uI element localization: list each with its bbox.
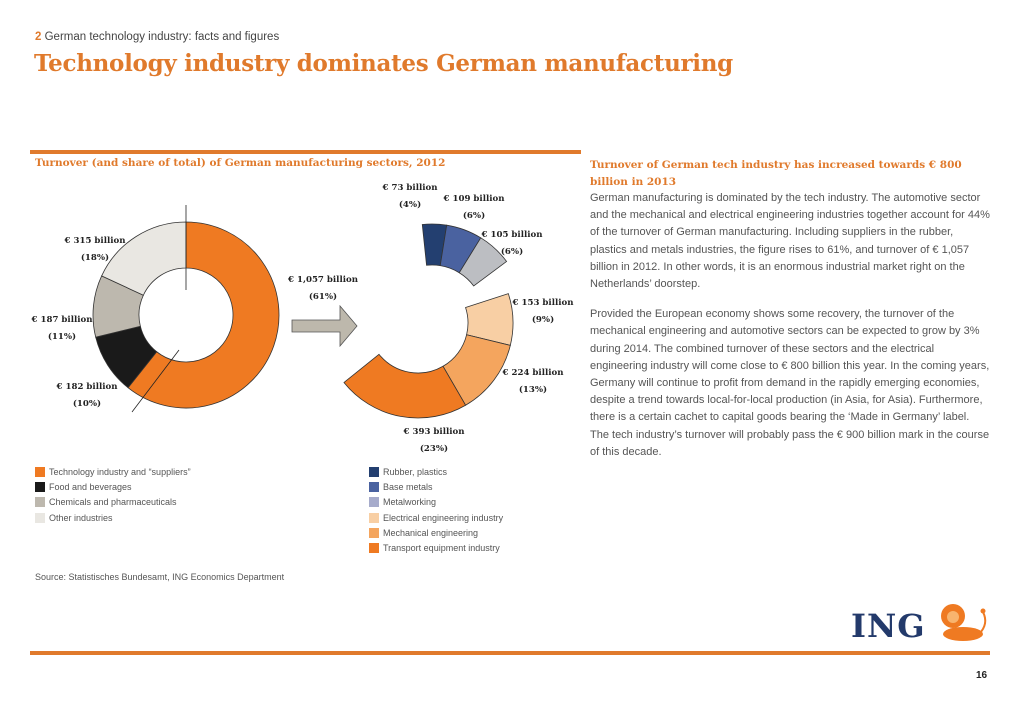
label-mechanical: € 224 billion (13%) [502, 368, 564, 395]
donut-charts [92, 205, 514, 419]
label-rubber: € 73 billion (4%) [382, 183, 438, 210]
section-label: 2 German technology industry: facts and … [35, 31, 279, 43]
leader-line-bottom [131, 349, 180, 413]
ing-logo: ING [851, 607, 926, 645]
legend-item: Technology industry and “suppliers” [35, 464, 191, 479]
slice-technology-industry-and-suppliers [127, 221, 280, 409]
legend-item: Mechanical engineering [369, 525, 503, 540]
donut-chart-total [92, 221, 280, 409]
article-body: German manufacturing is dominated by the… [590, 190, 990, 474]
legend-item: Chemicals and pharmaceuticals [35, 495, 191, 510]
label-metalworking: € 105 billion (6%) [481, 230, 543, 257]
article-heading: Turnover of German tech industry has inc… [590, 159, 962, 188]
section-number: 2 [35, 31, 42, 43]
paragraph: German manufacturing is dominated by the… [590, 192, 990, 291]
label-other: € 315 billion (18%) [64, 236, 126, 263]
legend-item: Electrical engineering industry [369, 510, 503, 525]
arrow-icon [291, 304, 358, 348]
chart-title: Turnover (and share of total) of German … [35, 157, 446, 169]
section-title: German technology industry: facts and fi… [44, 31, 280, 43]
footer-divider [30, 651, 990, 655]
label-tech: € 1,057 billion (61%) [288, 275, 358, 302]
legend-item: Food and beverages [35, 479, 191, 494]
donut-chart-breakdown [343, 223, 514, 419]
legend-item: Transport equipment industry [369, 540, 503, 555]
legend-item: Base metals [369, 479, 503, 494]
paragraph: Provided the European economy shows some… [590, 308, 990, 458]
label-transport: € 393 billion (23%) [403, 427, 465, 454]
page-title: Technology industry dominates German man… [34, 50, 733, 77]
source-note: Source: Statistisches Bundesamt, ING Eco… [35, 572, 285, 582]
label-electrical: € 153 billion (9%) [512, 298, 574, 325]
label-chemicals: € 187 billion (11%) [31, 315, 93, 342]
legend-item: Metalworking [369, 495, 503, 510]
slice-metalworking [458, 237, 508, 287]
slice-transport-equipment-industry [343, 353, 467, 419]
section-divider [30, 150, 581, 154]
legend-item: Other industries [35, 510, 191, 525]
legend-right: Rubber, plastics Base metals Metalworkin… [369, 464, 503, 556]
label-food: € 182 billion (10%) [56, 382, 118, 409]
legend-left: Technology industry and “suppliers” Food… [35, 464, 191, 525]
label-base-metals: € 109 billion (6%) [443, 194, 505, 221]
legend-item: Rubber, plastics [369, 464, 503, 479]
lion-logo-icon [941, 604, 987, 641]
page-number: 16 [976, 670, 988, 681]
